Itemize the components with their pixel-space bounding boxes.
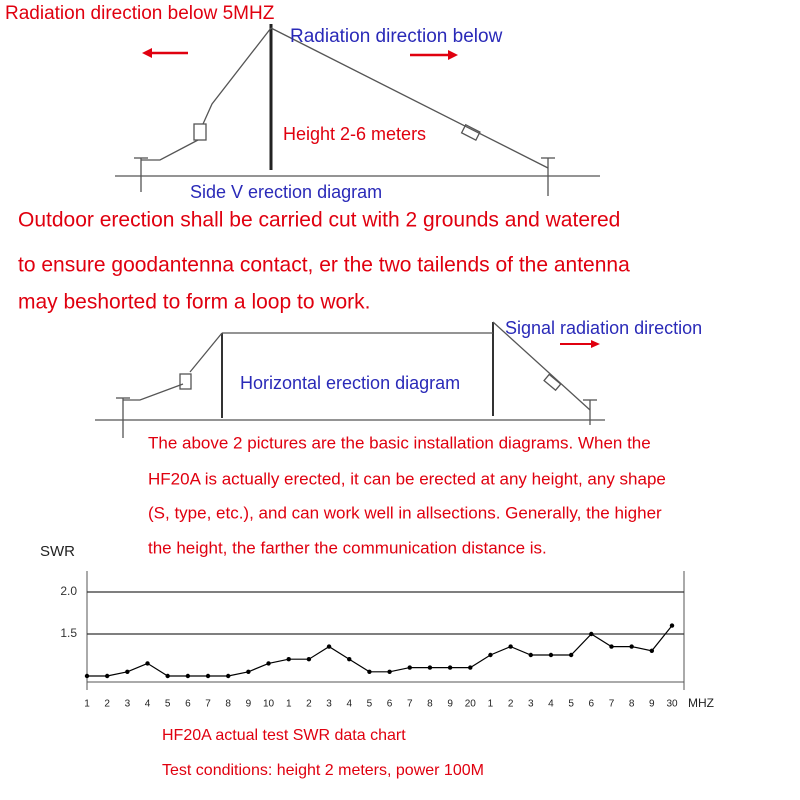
x-tick-label: 9 (447, 699, 453, 710)
x-tick-label: 4 (548, 699, 554, 710)
x-tick-label: 7 (205, 699, 211, 710)
y-axis-label: SWR (40, 543, 75, 560)
data-point (427, 665, 433, 670)
x-tick-label: 3 (125, 699, 131, 710)
note-line: the height, the farther the communicatio… (148, 538, 547, 557)
data-point (508, 644, 513, 649)
wire (123, 383, 184, 401)
x-tick-label: 9 (246, 699, 252, 710)
x-tick-label: 8 (427, 699, 433, 710)
height-label: Height 2-6 meters (283, 124, 426, 144)
paragraph-line: to ensure goodantenna contact, er the tw… (18, 254, 630, 277)
data-point (347, 657, 352, 662)
direction-label: Radiation direction below 5MHZ (5, 3, 275, 24)
resistor (460, 123, 481, 141)
data-point (407, 665, 412, 670)
data-point (145, 661, 150, 666)
swr-line (87, 625, 673, 677)
data-point (649, 648, 655, 653)
resistor (543, 373, 562, 392)
arrow (448, 50, 458, 60)
x-tick-label: 30 (666, 699, 678, 710)
x-tick-label: 8 (629, 699, 635, 710)
direction-label: Radiation direction below (290, 26, 503, 47)
y-tick-label: 1.5 (60, 626, 77, 640)
x-tick-label: 6 (589, 699, 595, 710)
data-point (165, 673, 170, 679)
data-point (205, 673, 211, 679)
x-tick-label: 10 (263, 699, 275, 710)
direction-label: Signal radiation direction (505, 318, 702, 338)
x-tick-label: 5 (367, 699, 373, 710)
side-diagram: Radiation direction below 5MHZ Radiation… (5, 3, 600, 202)
x-tick-label: 1 (84, 699, 90, 710)
x-tick-label: 6 (387, 699, 393, 710)
balun (179, 373, 192, 390)
paragraph-line: Outdoor erection shall be carried cut wi… (18, 209, 620, 232)
x-tick-label: 1 (286, 699, 292, 710)
horizontal-diagram: Signal radiation direction Horizontal er… (95, 318, 702, 438)
data-point (306, 657, 312, 662)
x-axis-label: MHZ (688, 696, 714, 710)
arrow (591, 340, 600, 348)
x-tick-label: 2 (104, 699, 110, 710)
x-tick-label: 8 (225, 699, 231, 710)
x-tick-label: 7 (609, 699, 615, 710)
wire (189, 332, 223, 373)
data-point (226, 673, 231, 679)
chart-title: HF20A actual test SWR data chart (162, 727, 406, 744)
diagram-caption: Side V erection diagram (190, 182, 382, 202)
x-tick-label: 5 (568, 699, 574, 710)
x-tick-label: 20 (465, 699, 477, 710)
x-tick-label: 6 (185, 699, 191, 710)
data-point (286, 657, 291, 662)
note-line: HF20A is actually erected, it can be ere… (148, 469, 666, 488)
x-tick-label: 3 (528, 699, 534, 710)
data-point (104, 673, 110, 679)
data-point (185, 673, 191, 679)
x-tick-label: 2 (508, 699, 514, 710)
data-point (468, 665, 473, 670)
x-tick-label: 4 (346, 699, 352, 710)
data-point (548, 652, 554, 658)
balun (193, 123, 207, 141)
data-point (84, 673, 90, 679)
wire (270, 27, 549, 169)
x-tick-label: 5 (165, 699, 171, 710)
paragraph-line: may beshorted to form a loop to work. (18, 291, 371, 314)
wire (141, 139, 199, 161)
note-line: The above 2 pictures are the basic insta… (148, 433, 651, 452)
data-point (568, 652, 574, 658)
x-tick-label: 3 (326, 699, 332, 710)
x-tick-label: 7 (407, 699, 413, 710)
diagram-caption: Horizontal erection diagram (240, 373, 460, 393)
swr-chart: SWR MHZ HF20A actual test SWR data chart… (40, 543, 714, 779)
data-point (326, 644, 332, 649)
y-tick-label: 2.0 (60, 584, 77, 598)
arrow (142, 48, 152, 58)
data-point (589, 631, 594, 637)
wire (202, 27, 272, 125)
data-point (125, 669, 130, 674)
note-line: (S, type, etc.), and can work well in al… (148, 503, 662, 522)
x-tick-label: 4 (145, 699, 151, 710)
x-tick-label: 1 (488, 699, 494, 710)
data-point (387, 669, 392, 674)
data-point (669, 623, 675, 628)
data-point (266, 661, 271, 666)
x-tick-label: 9 (649, 699, 655, 710)
data-point (246, 669, 251, 674)
data-point (447, 665, 453, 670)
data-point (488, 652, 493, 658)
data-point (629, 644, 634, 649)
data-point (609, 644, 614, 649)
data-point (367, 669, 372, 674)
chart-subtitle: Test conditions: height 2 meters, power … (162, 762, 484, 779)
x-tick-label: 2 (306, 699, 312, 710)
data-point (528, 652, 533, 658)
wire (492, 321, 591, 411)
